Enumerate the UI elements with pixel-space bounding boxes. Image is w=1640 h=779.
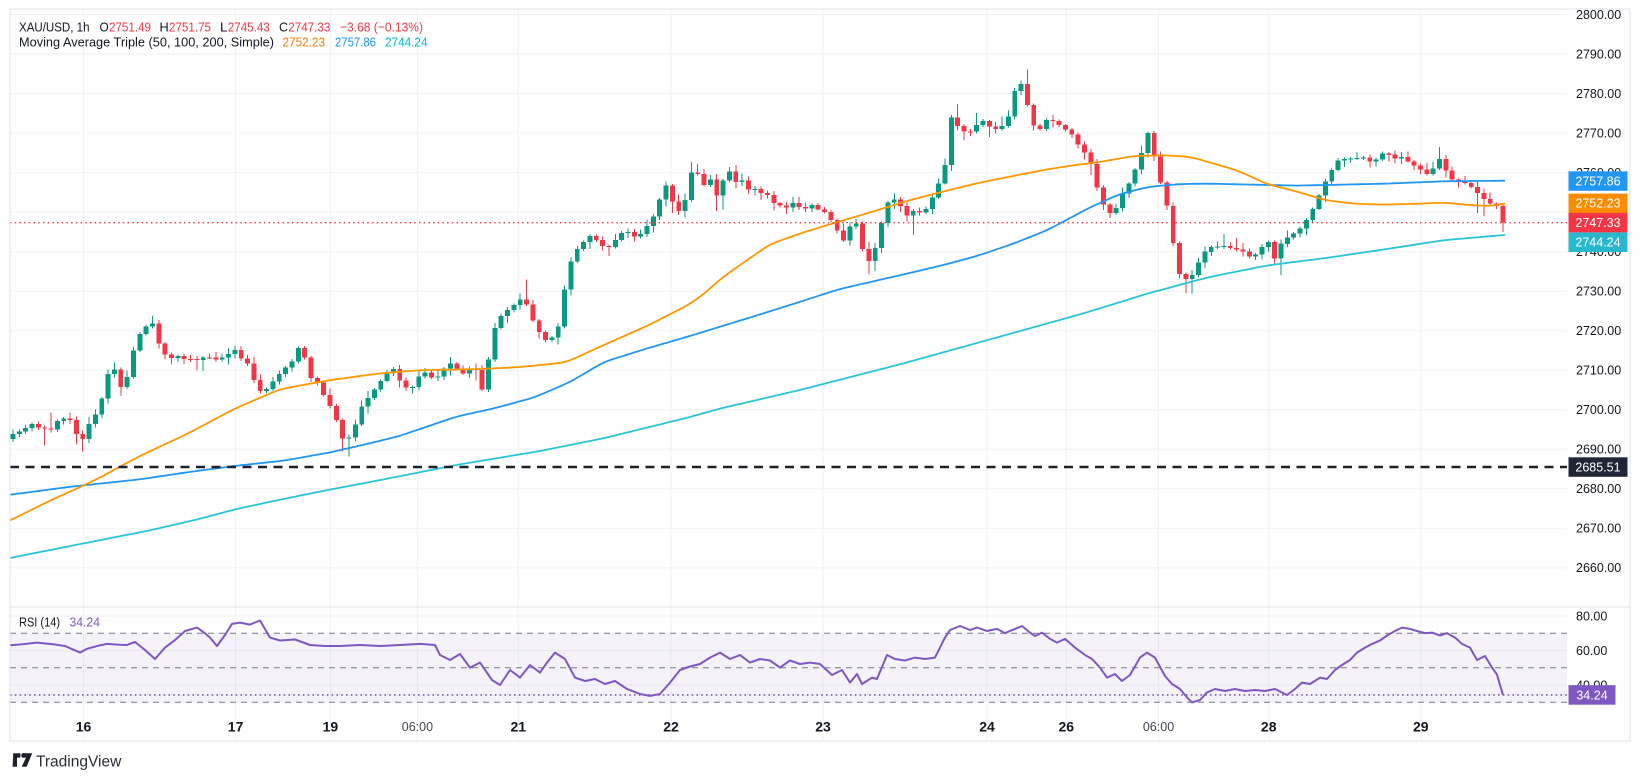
- svg-text:60.00: 60.00: [1576, 644, 1607, 658]
- svg-text:2744.24: 2744.24: [385, 35, 428, 50]
- svg-text:2751.75: 2751.75: [169, 20, 211, 35]
- svg-text:2770.00: 2770.00: [1576, 126, 1621, 140]
- svg-text:2757.86: 2757.86: [1575, 175, 1620, 189]
- svg-text:2780.00: 2780.00: [1576, 87, 1621, 101]
- svg-text:26: 26: [1059, 719, 1075, 735]
- svg-text:2751.49: 2751.49: [109, 20, 151, 35]
- svg-text:L: L: [220, 20, 228, 35]
- svg-text:06:00: 06:00: [402, 720, 433, 734]
- svg-text:2660.00: 2660.00: [1576, 561, 1621, 575]
- svg-text:TradingView: TradingView: [36, 754, 122, 771]
- svg-text:06:00: 06:00: [1143, 720, 1174, 734]
- svg-text:28: 28: [1261, 719, 1277, 735]
- svg-text:2700.00: 2700.00: [1576, 403, 1621, 417]
- svg-text:23: 23: [815, 719, 831, 735]
- svg-text:2730.00: 2730.00: [1576, 285, 1621, 299]
- svg-text:2752.23: 2752.23: [283, 35, 326, 50]
- svg-text:2710.00: 2710.00: [1576, 364, 1621, 378]
- svg-text:80.00: 80.00: [1576, 609, 1607, 623]
- svg-text:2757.86: 2757.86: [335, 35, 376, 50]
- svg-text:2745.43: 2745.43: [228, 20, 270, 35]
- svg-text:21: 21: [511, 719, 527, 735]
- svg-text:2747.33: 2747.33: [288, 20, 330, 35]
- svg-text:XAU/USD, 1h: XAU/USD, 1h: [19, 20, 90, 35]
- svg-text:2690.00: 2690.00: [1576, 443, 1621, 457]
- svg-text:C: C: [279, 20, 288, 35]
- svg-text:2670.00: 2670.00: [1576, 522, 1621, 536]
- svg-text:−3.68 (−0.13%): −3.68 (−0.13%): [340, 20, 423, 35]
- svg-text:2680.00: 2680.00: [1576, 482, 1621, 496]
- svg-text:2685.51: 2685.51: [1575, 460, 1620, 474]
- svg-text:34.24: 34.24: [1576, 688, 1607, 702]
- svg-text:Moving Average Triple (50, 100: Moving Average Triple (50, 100, 200, Sim…: [19, 35, 274, 50]
- svg-text:19: 19: [323, 719, 339, 735]
- svg-text:2752.23: 2752.23: [1575, 197, 1620, 211]
- svg-text:2744.24: 2744.24: [1575, 236, 1620, 250]
- svg-text:O: O: [100, 20, 109, 35]
- svg-text:29: 29: [1413, 719, 1429, 735]
- svg-text:H: H: [160, 20, 169, 35]
- svg-text:34.24: 34.24: [70, 615, 101, 630]
- svg-text:2747.33: 2747.33: [1575, 216, 1620, 230]
- svg-text:2790.00: 2790.00: [1576, 47, 1621, 61]
- svg-text:2800.00: 2800.00: [1576, 8, 1621, 22]
- svg-text:2720.00: 2720.00: [1576, 324, 1621, 338]
- svg-text:16: 16: [76, 719, 92, 735]
- svg-text:24: 24: [979, 719, 995, 735]
- svg-text:17: 17: [228, 719, 244, 735]
- svg-text:RSI (14): RSI (14): [19, 615, 60, 630]
- svg-text:22: 22: [663, 719, 679, 735]
